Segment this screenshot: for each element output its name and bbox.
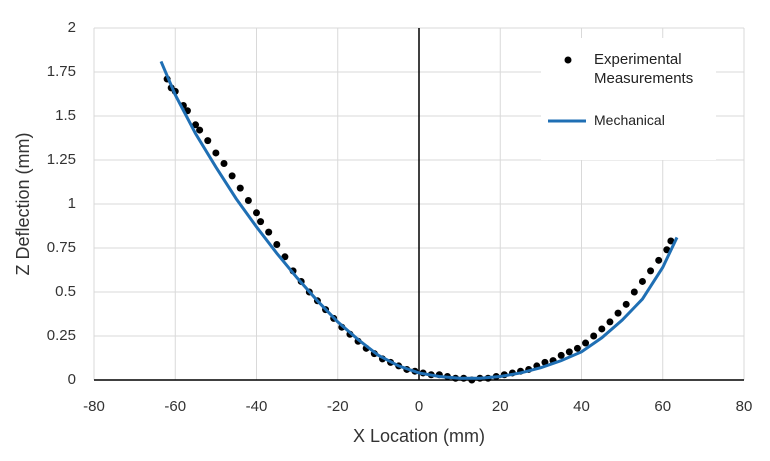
y-tick-label: 0.5	[55, 283, 76, 300]
data-point	[192, 121, 200, 129]
x-tick-label: -60	[164, 398, 186, 415]
data-point	[281, 253, 289, 261]
data-point	[236, 184, 244, 192]
data-point	[598, 325, 606, 333]
y-tick-label: 1.5	[55, 107, 76, 124]
y-tick-label: 1	[68, 195, 76, 212]
x-tick-label: 80	[736, 398, 753, 415]
y-tick-label: 0.25	[47, 327, 76, 344]
data-point	[273, 240, 281, 248]
data-point	[228, 172, 236, 180]
x-tick-label: 20	[492, 398, 509, 415]
x-tick-label: 60	[654, 398, 671, 415]
x-tick-label: -20	[327, 398, 349, 415]
y-axis-title: Z Deflection (mm)	[13, 132, 33, 275]
data-point	[655, 256, 663, 264]
y-tick-label: 0.75	[47, 239, 76, 256]
data-point	[265, 228, 273, 236]
y-tick-label: 0	[68, 371, 76, 388]
data-point	[565, 348, 573, 356]
data-point	[557, 351, 565, 359]
data-point	[606, 318, 614, 326]
y-tick-label: 2	[68, 19, 76, 36]
data-point	[630, 288, 638, 296]
data-point	[647, 267, 655, 275]
data-point	[582, 339, 590, 347]
line-series	[159, 60, 679, 380]
legend-swatch	[564, 56, 572, 64]
x-tick-label: 40	[573, 398, 590, 415]
y-tick-label: 1.25	[47, 151, 76, 168]
data-point	[573, 344, 581, 352]
data-point	[204, 137, 212, 145]
data-point	[638, 277, 646, 285]
y-tick-label: 1.75	[47, 63, 76, 80]
data-point	[614, 309, 622, 317]
x-tick-label: -80	[83, 398, 105, 415]
data-point	[622, 300, 630, 308]
data-point	[663, 246, 671, 254]
data-point	[212, 149, 220, 157]
data-point	[244, 196, 252, 204]
x-tick-label: -40	[246, 398, 268, 415]
data-point	[253, 209, 260, 217]
data-point	[590, 332, 598, 340]
data-point	[257, 218, 265, 226]
legend-label: Experimental Measurements	[594, 51, 694, 87]
data-point	[667, 237, 675, 245]
x-tick-label: 0	[415, 398, 423, 415]
data-point	[220, 160, 228, 168]
data-point	[196, 126, 204, 134]
x-axis-title: X Location (mm)	[353, 426, 485, 446]
legend-label: Mechanical	[594, 112, 665, 128]
